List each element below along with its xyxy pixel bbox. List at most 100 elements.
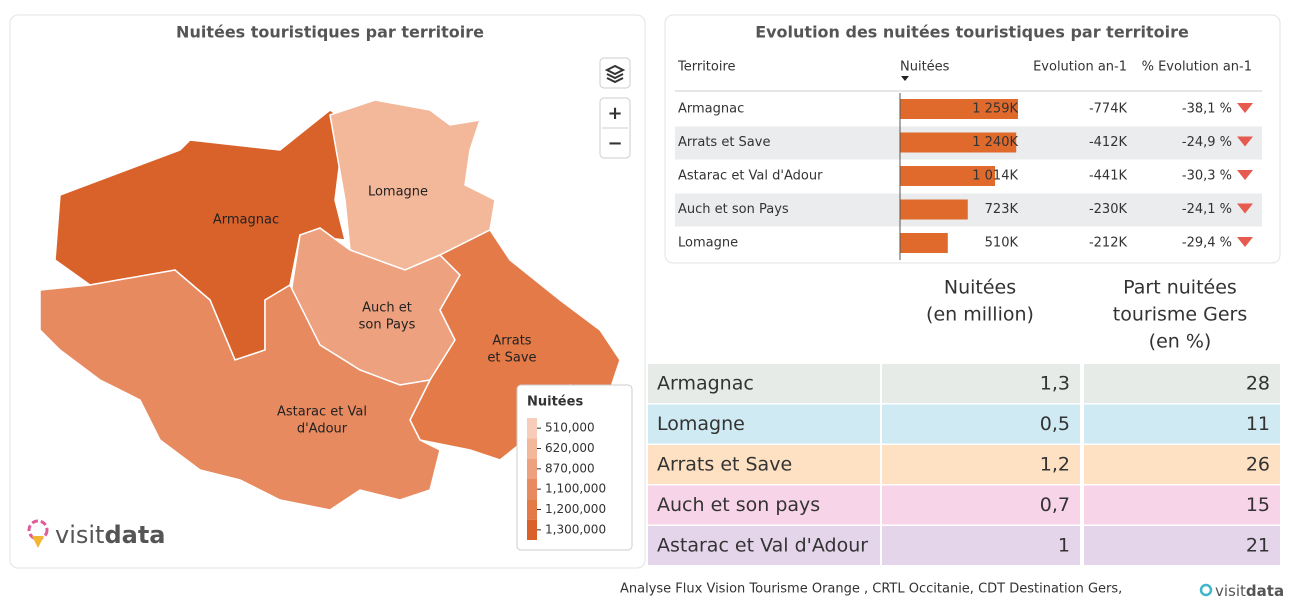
cell-background: [1084, 364, 1280, 403]
cell-evolution: -412K: [1089, 135, 1128, 150]
column-header: Nuitées: [900, 60, 950, 75]
cell-nuitees: 0,5: [1040, 413, 1070, 435]
cell-nuitees: 1 259K: [972, 102, 1018, 117]
sort-arrow: [901, 76, 909, 81]
cell-name: Astarac et Val d'Adour: [657, 535, 868, 557]
zoom-in[interactable]: +: [607, 103, 622, 124]
legend-title: Nuitées: [527, 395, 583, 410]
down-arrow: [1237, 203, 1253, 214]
summary-header: tourisme Gers: [1113, 304, 1247, 326]
summary-header: Part nuitées: [1123, 277, 1237, 299]
down-arrow: [1237, 170, 1253, 180]
summary-header: (en %): [1149, 331, 1212, 353]
down-arrow: [1237, 237, 1253, 247]
cell-pct: -29,4 %: [1182, 236, 1232, 251]
region-label: son Pays: [359, 318, 416, 333]
cell-part: 28: [1246, 373, 1270, 395]
cell-background: [882, 445, 1080, 484]
cell-background: [1084, 526, 1280, 565]
cell-pct: -24,1 %: [1182, 202, 1232, 217]
legend-label: 1,300,000: [545, 522, 606, 536]
cell-territoire: Auch et son Pays: [678, 202, 789, 217]
logo-part: data: [1246, 582, 1284, 599]
column-header: % Evolution an-1: [1142, 60, 1252, 75]
cell-nuitees: 0,7: [1040, 494, 1070, 516]
cell-background: [882, 526, 1080, 565]
logo-text: visitdata: [55, 521, 166, 549]
bar: [900, 132, 1017, 153]
cell-territoire: Lomagne: [678, 236, 738, 251]
summary-table: Nuitées (en million) Part nuitées tourisme …: [648, 277, 1280, 565]
cell-part: 15: [1246, 494, 1270, 516]
logo-part: visit: [55, 521, 104, 549]
cell-nuitees: 1: [1058, 535, 1070, 557]
cell-nuitees: 723K: [985, 202, 1019, 217]
region-label: Auch et: [362, 301, 412, 316]
layers-icon: [604, 64, 626, 84]
cell-name: Auch et son pays: [657, 494, 820, 516]
cell-evolution: -212K: [1089, 236, 1128, 251]
cell-pct: -30,3 %: [1182, 169, 1232, 184]
cell-pct: -38,1 %: [1182, 102, 1232, 117]
cell-evolution: -774K: [1089, 102, 1128, 117]
map-title: Nuitées touristiques par territoire: [176, 23, 484, 42]
legend-label: 1,100,000: [545, 482, 606, 496]
cell-territoire: Arrats et Save: [678, 135, 770, 150]
bar: [900, 99, 1018, 119]
cell-name: Arrats et Save: [657, 454, 792, 476]
cell-part: 26: [1246, 454, 1270, 476]
legend-swatch: [527, 418, 537, 439]
bar: [900, 166, 996, 186]
region: [39, 269, 441, 511]
cell-name: Lomagne: [657, 413, 745, 435]
bar: [900, 199, 968, 220]
column-header: Evolution an-1: [1033, 60, 1127, 75]
footer-logo-icon: [1199, 583, 1213, 597]
cell-background: [1084, 485, 1280, 525]
legend-label: 1,200,000: [545, 502, 606, 516]
legend-swatch: [527, 458, 537, 479]
region-label: Arrats: [492, 334, 531, 349]
cell-background: [648, 364, 880, 403]
cell-background: [1084, 445, 1280, 484]
cell-background: [648, 404, 880, 444]
legend: [516, 384, 633, 551]
cell-background: [648, 445, 880, 484]
cell-part: 21: [1246, 535, 1270, 557]
cell-background: [882, 485, 1080, 525]
cell-territoire: Astarac et Val d'Adour: [678, 169, 823, 184]
down-arrow: [1237, 103, 1253, 113]
legend-label: 510,000: [545, 421, 595, 435]
cell-evolution: -441K: [1089, 169, 1128, 184]
evolution-table: Territoire Nuitées Evolution an-1 % Evoluti…: [675, 60, 1262, 260]
cell-nuitees: 1,3: [1040, 373, 1070, 395]
cell-part: 11: [1246, 413, 1270, 435]
footer-logo: visitdata: [1215, 582, 1284, 599]
logo-part: data: [104, 521, 165, 549]
cell-background: [1084, 404, 1280, 444]
region-label: Lomagne: [368, 185, 428, 200]
summary-header: (en million): [926, 304, 1034, 326]
logo-part: visit: [1215, 582, 1246, 599]
cell-name: Armagnac: [657, 373, 754, 395]
cell-nuitees: 1 240K: [972, 135, 1018, 150]
cell-territoire: Armagnac: [678, 102, 744, 117]
region-label: d'Adour: [297, 422, 348, 437]
cell-background: [882, 404, 1080, 444]
bar: [900, 233, 948, 253]
cell-nuitees: 510K: [985, 236, 1019, 251]
region-label: Armagnac: [213, 213, 279, 228]
logo-icon: [32, 536, 44, 548]
legend-swatch: [527, 438, 537, 459]
cell-evolution: -230K: [1089, 202, 1128, 217]
legend-swatch: [527, 519, 537, 540]
region-label: Astarac et Val: [277, 405, 367, 420]
row-background: [675, 193, 1262, 227]
cell-background: [882, 364, 1080, 403]
zoom-out[interactable]: −: [607, 133, 622, 154]
source: Analyse Flux Vision Tourisme Orange , CR…: [620, 582, 1122, 597]
summary-header: Nuitées: [944, 277, 1016, 299]
cell-nuitees: 1 014K: [972, 169, 1018, 184]
